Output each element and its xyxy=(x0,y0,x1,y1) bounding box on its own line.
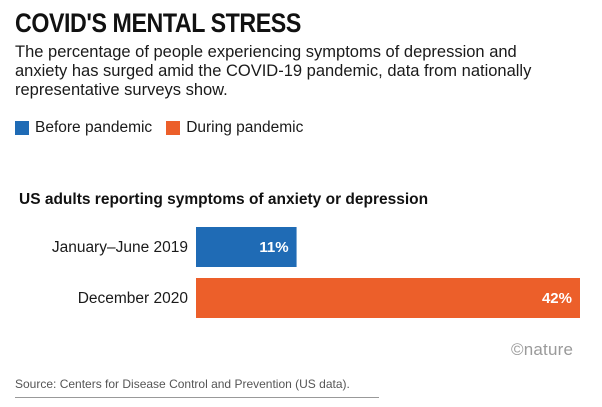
chart-title-main: COVID'S MENTAL STRESS xyxy=(15,8,301,38)
bar-chart-title: US adults reporting symptoms of anxiety … xyxy=(19,191,429,208)
category-label: January–June 2019 xyxy=(52,239,188,256)
legend-swatch-during xyxy=(166,121,181,135)
legend-item-before: Before pandemic xyxy=(15,119,152,137)
legend-swatch-before xyxy=(15,121,29,135)
legend: Before pandemic During pandemic xyxy=(15,119,317,137)
chart-subtitle: The percentage of people experiencing sy… xyxy=(15,43,532,99)
legend-label-during: During pandemic xyxy=(186,119,304,136)
bar-value-label: 11% xyxy=(259,239,288,256)
source-note: Source: Centers for Disease Control and … xyxy=(15,377,350,391)
bar-value-label: 42% xyxy=(542,290,572,307)
bar-chart: January–June 2019 11% December 2020 42% xyxy=(52,227,580,318)
nature-logo: ©nature xyxy=(511,340,574,359)
bar xyxy=(196,227,297,267)
source-divider xyxy=(15,397,379,398)
category-label: December 2020 xyxy=(78,290,189,307)
legend-label-before: Before pandemic xyxy=(35,119,153,136)
bar xyxy=(196,278,580,318)
legend-item-during: During pandemic xyxy=(166,119,303,137)
